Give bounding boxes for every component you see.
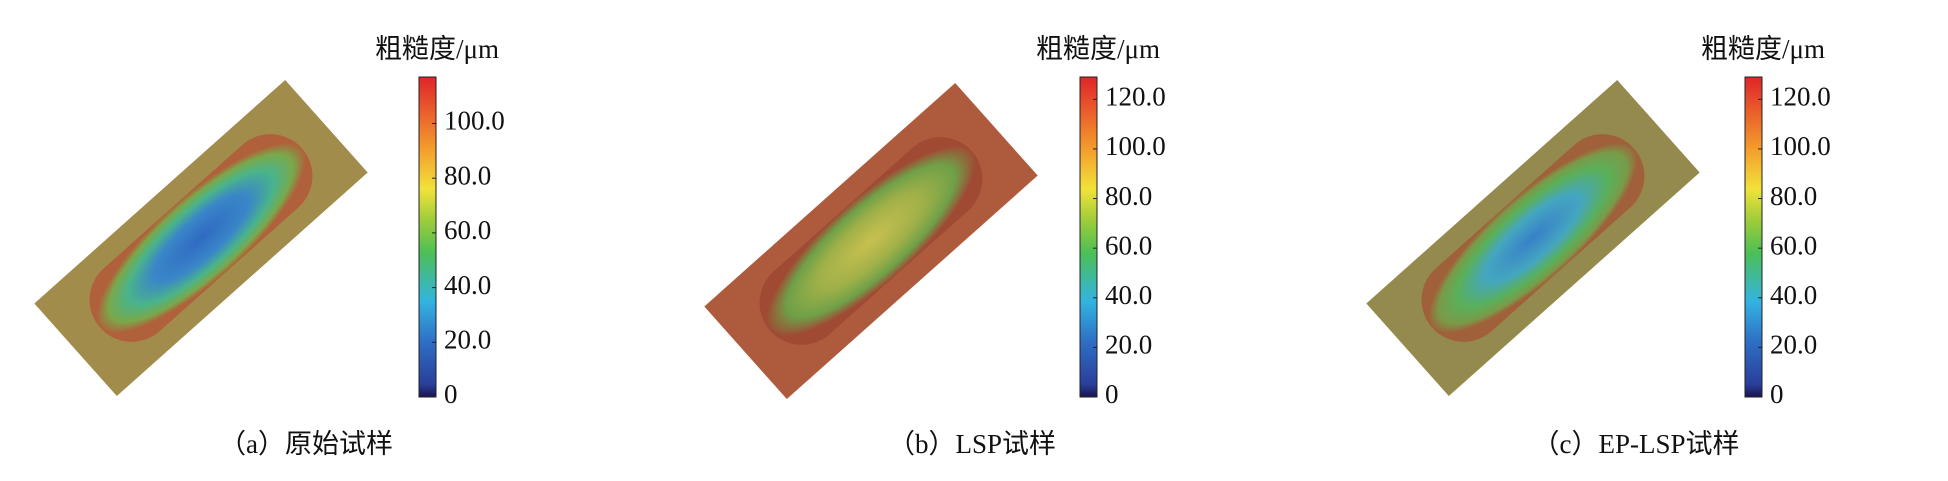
tick-label: 0: [1770, 379, 1784, 409]
tick-label: 20.0: [1105, 330, 1152, 360]
tick-label: 120.0: [1105, 82, 1166, 112]
colorbar-title: 粗糙度/μm: [1701, 34, 1825, 64]
tick-label: 80.0: [1770, 181, 1817, 211]
colorbar: [418, 76, 437, 398]
tick-label: 20.0: [444, 325, 491, 355]
tick-label: 40.0: [1105, 280, 1152, 310]
tick-label: 0: [444, 379, 458, 409]
tick-label: 100.0: [444, 106, 505, 136]
tick-label: 60.0: [1770, 230, 1817, 260]
tick-label: 100.0: [1770, 131, 1831, 161]
caption: （b）LSP试样: [888, 429, 1056, 459]
specimen-a: [34, 79, 368, 397]
tick-label: 100.0: [1105, 131, 1166, 161]
tick-label: 60.0: [1105, 230, 1152, 260]
caption: （a）原始试样: [219, 429, 393, 459]
tick-label: 80.0: [444, 160, 491, 190]
colorbar-title: 粗糙度/μm: [375, 34, 499, 64]
caption: （c）EP-LSP试样: [1532, 429, 1739, 459]
tick-label: 80.0: [1105, 181, 1152, 211]
tick-label: 40.0: [444, 270, 491, 300]
tick-label: 40.0: [1770, 280, 1817, 310]
tick-label: 0: [1105, 379, 1119, 409]
colorbar: [1744, 76, 1763, 398]
tick-label: 60.0: [444, 215, 491, 245]
specimen-b: [704, 82, 1038, 400]
tick-label: 20.0: [1770, 330, 1817, 360]
tick-label: 120.0: [1770, 82, 1831, 112]
colorbar-title: 粗糙度/μm: [1036, 34, 1160, 64]
colorbar: [1079, 76, 1098, 398]
specimen-c: [1366, 79, 1700, 397]
